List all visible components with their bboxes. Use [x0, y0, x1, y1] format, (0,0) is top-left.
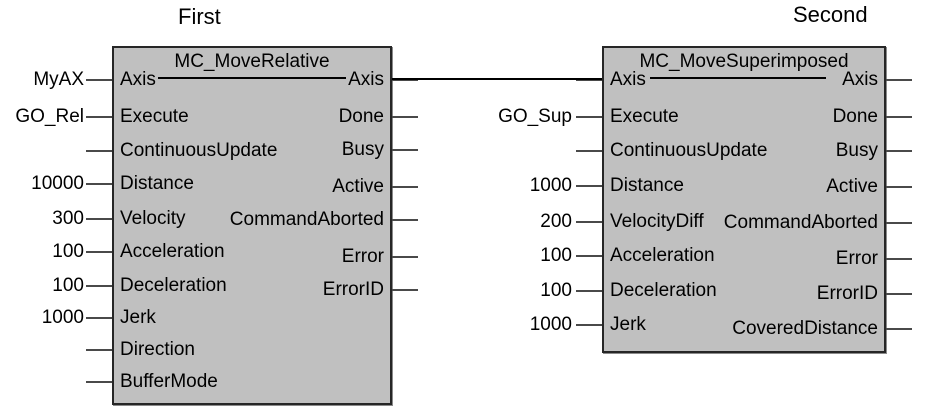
output-pin-stub-error[interactable]: [392, 256, 418, 258]
output-pin-label-busy: Busy: [835, 140, 878, 161]
input-pin-stub-buffermode[interactable]: [86, 381, 112, 383]
input-operand-jerk[interactable]: 1000: [529, 314, 572, 335]
axis-connection-wire[interactable]: [392, 78, 602, 80]
output-pin-label-axis: Axis: [348, 69, 384, 90]
input-pin-stub-distance[interactable]: [576, 185, 602, 187]
output-pin-label-commandaborted: CommandAborted: [229, 209, 384, 230]
input-pin-label-velocitydiff: VelocityDiff: [610, 211, 704, 232]
output-pin-stub-errorid[interactable]: [886, 293, 912, 295]
output-pin-label-done: Done: [832, 106, 878, 127]
input-pin-label-jerk: Jerk: [120, 307, 156, 328]
axis-passthrough-line: [650, 77, 826, 79]
input-operand-execute[interactable]: GO_Sup: [498, 106, 572, 127]
input-pin-stub-deceleration[interactable]: [576, 290, 602, 292]
input-pin-stub-axis[interactable]: [576, 79, 602, 81]
output-pin-label-done: Done: [338, 106, 384, 127]
input-pin-stub-continuousupdate[interactable]: [86, 150, 112, 152]
input-operand-deceleration[interactable]: 100: [540, 280, 572, 301]
output-pin-stub-active[interactable]: [886, 186, 912, 188]
input-operand-jerk[interactable]: 1000: [41, 307, 84, 328]
input-pin-label-distance: Distance: [610, 175, 684, 196]
output-pin-label-errorid: ErrorID: [322, 279, 384, 300]
output-pin-stub-commandaborted[interactable]: [886, 222, 912, 224]
block-caption-first: First: [178, 4, 221, 29]
input-pin-stub-direction[interactable]: [86, 349, 112, 351]
input-pin-stub-deceleration[interactable]: [86, 285, 112, 287]
input-operand-acceleration[interactable]: 100: [52, 241, 84, 262]
function-block-mc-movesuperimposed[interactable]: [602, 46, 886, 353]
input-pin-label-axis: Axis: [610, 69, 646, 90]
output-pin-stub-error[interactable]: [886, 258, 912, 260]
input-pin-stub-execute[interactable]: [576, 116, 602, 118]
input-pin-label-execute: Execute: [120, 106, 189, 127]
input-pin-label-direction: Direction: [120, 339, 195, 360]
input-operand-acceleration[interactable]: 100: [540, 245, 572, 266]
input-operand-axis[interactable]: MyAX: [33, 69, 84, 90]
input-pin-label-deceleration: Deceleration: [120, 275, 227, 296]
input-pin-label-distance: Distance: [120, 173, 194, 194]
input-pin-label-acceleration: Acceleration: [120, 241, 225, 262]
function-block-title-mc-moverelative: MC_MoveRelative: [174, 51, 330, 72]
input-pin-stub-jerk[interactable]: [86, 317, 112, 319]
input-pin-stub-execute[interactable]: [86, 116, 112, 118]
input-pin-label-jerk: Jerk: [610, 314, 646, 335]
input-operand-deceleration[interactable]: 100: [52, 275, 84, 296]
output-pin-label-axis: Axis: [842, 69, 878, 90]
input-pin-stub-velocity[interactable]: [86, 218, 112, 220]
block-caption-second: Second: [793, 2, 868, 27]
input-operand-velocitydiff[interactable]: 200: [540, 211, 572, 232]
input-pin-stub-axis[interactable]: [86, 79, 112, 81]
output-pin-stub-busy[interactable]: [392, 149, 418, 151]
input-operand-execute[interactable]: GO_Rel: [15, 106, 84, 127]
input-pin-label-continuousupdate: ContinuousUpdate: [120, 140, 278, 161]
input-pin-stub-distance[interactable]: [86, 183, 112, 185]
input-pin-stub-acceleration[interactable]: [86, 251, 112, 253]
output-pin-label-error: Error: [835, 248, 878, 269]
output-pin-stub-errorid[interactable]: [392, 289, 418, 291]
output-pin-stub-done[interactable]: [886, 116, 912, 118]
output-pin-label-error: Error: [341, 246, 384, 267]
input-pin-label-deceleration: Deceleration: [610, 280, 717, 301]
input-pin-label-execute: Execute: [610, 106, 679, 127]
output-pin-stub-covereddistance[interactable]: [886, 328, 912, 330]
input-pin-stub-acceleration[interactable]: [576, 255, 602, 257]
output-pin-stub-axis[interactable]: [392, 79, 418, 81]
output-pin-label-covereddistance: CoveredDistance: [732, 318, 878, 339]
output-pin-stub-done[interactable]: [392, 116, 418, 118]
input-pin-label-axis: Axis: [120, 69, 156, 90]
input-pin-stub-velocitydiff[interactable]: [576, 221, 602, 223]
input-pin-label-buffermode: BufferMode: [120, 371, 218, 392]
axis-passthrough-line: [158, 77, 346, 79]
input-operand-velocity[interactable]: 300: [52, 208, 84, 229]
input-pin-label-velocity: Velocity: [120, 208, 186, 229]
output-pin-stub-active[interactable]: [392, 186, 418, 188]
input-pin-label-acceleration: Acceleration: [610, 245, 715, 266]
input-pin-label-continuousupdate: ContinuousUpdate: [610, 140, 768, 161]
function-block-mc-moverelative[interactable]: [112, 46, 392, 405]
input-operand-distance[interactable]: 1000: [529, 175, 572, 196]
output-pin-label-busy: Busy: [341, 139, 384, 160]
function-block-title-mc-movesuperimposed: MC_MoveSuperimposed: [639, 51, 849, 72]
output-pin-stub-busy[interactable]: [886, 150, 912, 152]
output-pin-label-active: Active: [332, 176, 384, 197]
input-pin-stub-continuousupdate[interactable]: [576, 150, 602, 152]
output-pin-stub-axis[interactable]: [886, 79, 912, 81]
input-operand-distance[interactable]: 10000: [31, 173, 84, 194]
output-pin-stub-commandaborted[interactable]: [392, 219, 418, 221]
input-pin-stub-jerk[interactable]: [576, 324, 602, 326]
output-pin-label-errorid: ErrorID: [816, 283, 878, 304]
output-pin-label-active: Active: [826, 176, 878, 197]
output-pin-label-commandaborted: CommandAborted: [723, 212, 878, 233]
